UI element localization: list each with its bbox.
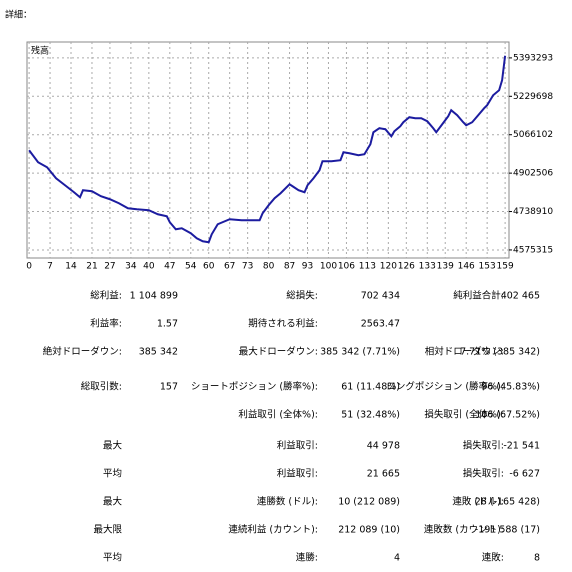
stat-label: 総取引数: — [81, 381, 122, 393]
stat-label: 連敗: — [482, 552, 504, 564]
stat-label: 最大ドローダウン: — [239, 346, 318, 358]
legend-label: 残高 — [31, 45, 49, 57]
stat-value: 28 (-165 428) — [475, 497, 540, 508]
x-tick-label: 40 — [143, 262, 155, 272]
stat-label: 連敗 (ドル): — [452, 496, 504, 508]
stat-label: ショートポジション (勝率%): — [191, 381, 318, 393]
stat-value: 2563.47 — [361, 319, 400, 330]
x-tick-label: 67 — [224, 262, 235, 272]
stat-label: 損失取引: — [463, 440, 504, 452]
stat-value: 212 089 (10) — [338, 525, 400, 536]
stat-label: 連敗数 (カウント): — [424, 524, 504, 536]
stat-value: 21 665 — [367, 469, 400, 480]
stat-value: -6 627 — [509, 469, 540, 480]
x-tick-label: 159 — [497, 262, 514, 272]
stat-label: 利益取引 (全体%): — [238, 409, 318, 421]
stat-value: 61 (11.48%) — [341, 382, 400, 393]
stat-value: 51 (32.48%) — [341, 410, 400, 421]
stat-label: 損失取引 (全体%): — [424, 409, 504, 421]
x-tick-label: 106 — [338, 262, 355, 272]
stat-value: 385 342 — [139, 347, 178, 358]
x-tick-label: 54 — [185, 262, 197, 272]
page-title: 詳細： — [5, 9, 32, 21]
stat-value: 96 (45.83%) — [481, 382, 540, 393]
x-tick-label: 100 — [320, 262, 337, 272]
stat-label: 絶対ドローダウン: — [43, 346, 122, 358]
x-tick-label: 34 — [125, 262, 137, 272]
x-tick-label: 120 — [380, 262, 397, 272]
stat-value: 157 — [160, 382, 178, 393]
balance-line — [28, 55, 507, 244]
x-tick-label: 80 — [263, 262, 275, 272]
y-tick-label: 4902506 — [513, 169, 553, 179]
stat-label: 相対ドローダウン: — [425, 346, 504, 358]
stat-value: 385 342 (7.71%) — [320, 347, 400, 358]
stat-label: 平均 — [103, 552, 122, 564]
x-tick-label: 113 — [359, 262, 376, 272]
x-tick-label: 139 — [437, 262, 454, 272]
stat-label: 利益率: — [90, 318, 122, 330]
x-tick-label: 87 — [284, 262, 295, 272]
stat-label: 損失取引: — [463, 468, 504, 480]
stat-value: 702 434 — [361, 291, 400, 302]
x-tick-label: 7 — [47, 262, 53, 272]
x-tick-label: 126 — [398, 262, 415, 272]
x-tick-label: 146 — [458, 262, 475, 272]
x-tick-label: 0 — [26, 262, 32, 272]
stat-label: 利益取引: — [277, 468, 318, 480]
x-tick-label: 93 — [302, 262, 313, 272]
stat-label: 最大限 — [93, 524, 122, 536]
stat-value: 8 — [534, 553, 540, 564]
stat-value: 4 — [394, 553, 400, 564]
stat-label: ロングポジション (勝率%): — [386, 381, 504, 393]
stat-label: 連続利益 (カウント): — [228, 524, 318, 536]
x-tick-label: 14 — [65, 262, 77, 272]
x-tick-label: 133 — [419, 262, 436, 272]
stat-label: 平均 — [103, 468, 122, 480]
x-tick-label: 27 — [104, 262, 115, 272]
x-tick-label: 73 — [242, 262, 253, 272]
y-tick-label: 5229698 — [513, 92, 553, 102]
stat-label: 総損失: — [286, 290, 318, 302]
y-tick-label: 4575315 — [513, 245, 553, 255]
stat-label: 最大 — [103, 440, 123, 452]
stats-table: 総利益: 1 104 899 総損失: 702 434 純利益合計:402 465 利益率… — [43, 290, 540, 564]
y-tick-label: 5393293 — [513, 53, 553, 63]
stat-label: 利益取引: — [277, 440, 318, 452]
stat-value: 402 465 — [501, 291, 540, 302]
stat-value: -191 588 (17) — [475, 525, 540, 536]
stat-value: 44 978 — [367, 441, 400, 452]
y-tick-label: 5066102 — [513, 130, 553, 140]
stat-value: 1 104 899 — [130, 291, 178, 302]
stat-label: 総利益: — [90, 290, 122, 302]
x-tick-label: 153 — [479, 262, 496, 272]
y-tick-label: 4738910 — [513, 207, 553, 217]
x-tick-label: 21 — [86, 262, 97, 272]
stat-value: 1.57 — [157, 319, 178, 330]
stat-value: 106 (67.52%) — [475, 410, 540, 421]
x-tick-label: 47 — [164, 262, 175, 272]
stat-label: 連勝数 (ドル): — [257, 496, 318, 508]
stat-label: 純利益合計: — [453, 290, 504, 302]
stat-value: -21 541 — [503, 441, 540, 452]
plot-frame — [26, 41, 510, 259]
stat-value: 7.71% (385 342) — [460, 347, 540, 358]
stat-label: 期待される利益: — [248, 318, 318, 330]
x-tick-label: 60 — [203, 262, 215, 272]
stat-label: 連勝: — [296, 552, 318, 564]
stat-label: 最大 — [103, 496, 123, 508]
stat-value: 10 (212 089) — [338, 497, 400, 508]
